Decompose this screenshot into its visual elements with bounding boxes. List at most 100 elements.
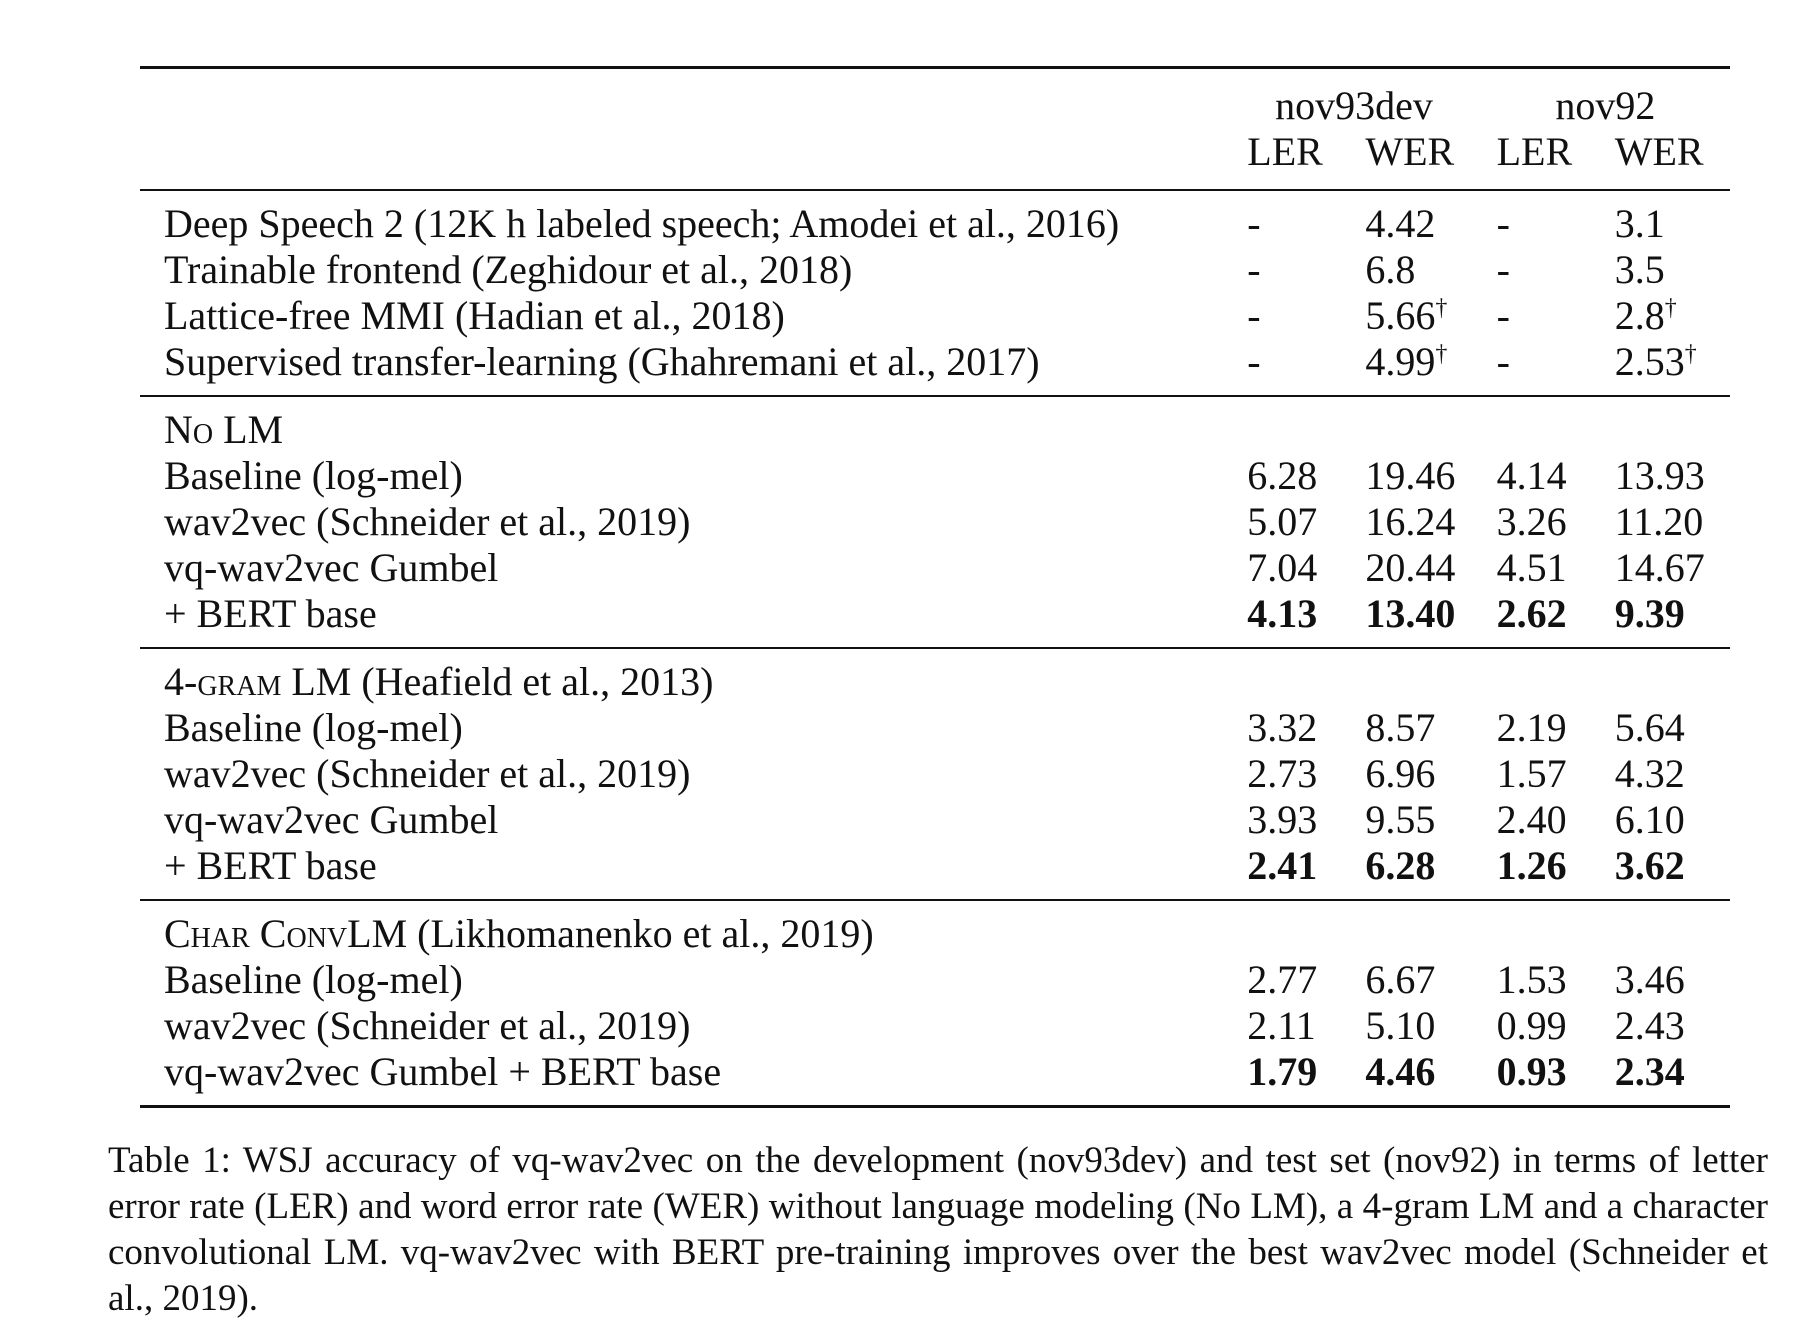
cell-value: 5.66 [1365, 293, 1436, 338]
cell-wer-dev: 20.44 [1349, 545, 1480, 591]
cell-value: 2.53 [1614, 339, 1685, 384]
cell-ler-test: 0.93 [1481, 1049, 1599, 1107]
cell-ler-dev: - [1177, 293, 1349, 339]
sub-header-ler-dev: LER [1247, 129, 1323, 174]
cell-value: 2.43 [1614, 1003, 1685, 1048]
cell-value: - [1247, 293, 1261, 338]
cell-value: 6.67 [1365, 957, 1436, 1002]
cell-ler-test: 1.53 [1481, 957, 1599, 1003]
section-title: 4-gram LM (Heafield et al., 2013) [140, 648, 1730, 705]
cell-value: 3.26 [1496, 499, 1567, 544]
cell-value: 13.93 [1614, 453, 1705, 498]
cell-wer-test: 14.67 [1599, 545, 1730, 591]
cell-value: 3.93 [1247, 797, 1318, 842]
cell-value: 2.41 [1247, 843, 1318, 888]
cell-ler-dev: 3.32 [1177, 705, 1349, 751]
cell-wer-test: 2.53† [1599, 339, 1730, 396]
section-title-part: (Heafield et al., 2013) [351, 659, 714, 704]
cell-wer-dev: 5.10 [1349, 1003, 1480, 1049]
table-row: + BERT base 4.13 13.40 2.62 9.39 [140, 591, 1730, 648]
cell-wer-test: 13.93 [1599, 453, 1730, 499]
cell-value: 3.62 [1614, 843, 1685, 888]
cell-ler-dev: 3.93 [1177, 797, 1349, 843]
cell-value: 2.73 [1247, 751, 1318, 796]
cell-value: 4.32 [1614, 751, 1685, 796]
cell-value: 5.10 [1365, 1003, 1436, 1048]
cell-ler-test: 1.26 [1481, 843, 1599, 900]
section-title: Char ConvLM (Likhomanenko et al., 2019) [140, 900, 1730, 957]
cell-value: 2.62 [1496, 591, 1567, 636]
row-label: vq-wav2vec Gumbel [164, 545, 499, 590]
cell-wer-test: 2.34 [1599, 1049, 1730, 1107]
cell-wer-dev: 16.24 [1349, 499, 1480, 545]
cell-value: 1.79 [1247, 1049, 1318, 1094]
cell-ler-dev: 7.04 [1177, 545, 1349, 591]
cell-value: 1.26 [1496, 843, 1567, 888]
cell-value: - [1496, 201, 1510, 246]
cell-wer-dev: 19.46 [1349, 453, 1480, 499]
cell-ler-dev: - [1177, 339, 1349, 396]
cell-wer-test: 5.64 [1599, 705, 1730, 751]
cell-ler-test: 1.57 [1481, 751, 1599, 797]
group-header-nov92: nov92 [1555, 83, 1656, 128]
dagger-mark: † [1664, 295, 1677, 321]
cell-wer-test: 3.62 [1599, 843, 1730, 900]
cell-wer-dev: 6.28 [1349, 843, 1480, 900]
row-label: Trainable frontend (Zeghidour et al., 20… [164, 247, 853, 292]
cell-value: 3.5 [1614, 247, 1665, 292]
cell-ler-dev: 2.73 [1177, 751, 1349, 797]
cell-value: 4.13 [1247, 591, 1318, 636]
dagger-mark: † [1435, 295, 1448, 321]
table-row: Trainable frontend (Zeghidour et al., 20… [140, 247, 1730, 293]
cell-value: - [1247, 201, 1261, 246]
cell-value: 2.40 [1496, 797, 1567, 842]
cell-ler-test: 2.19 [1481, 705, 1599, 751]
cell-wer-test: 9.39 [1599, 591, 1730, 648]
cell-value: 6.10 [1614, 797, 1685, 842]
cell-value: - [1247, 339, 1261, 384]
results-table-body: nov93dev nov92 LER WER LER WER Deep Spee… [140, 67, 1730, 1107]
results-table: nov93dev nov92 LER WER LER WER Deep Spee… [140, 66, 1730, 1108]
cell-wer-test: 2.8† [1599, 293, 1730, 339]
cell-value: - [1247, 247, 1261, 292]
row-label: + BERT base [164, 843, 377, 888]
row-label: wav2vec (Schneider et al., 2019) [164, 751, 691, 796]
cell-wer-dev: 4.42 [1349, 190, 1480, 247]
header-spacer [140, 129, 1177, 190]
section-title-part: Char ConvLM [164, 911, 408, 956]
cell-value: - [1496, 339, 1510, 384]
cell-value: 6.96 [1365, 751, 1436, 796]
dagger-mark: † [1435, 341, 1448, 367]
cell-ler-test: 0.99 [1481, 1003, 1599, 1049]
cell-wer-test: 6.10 [1599, 797, 1730, 843]
row-label: wav2vec (Schneider et al., 2019) [164, 1003, 691, 1048]
cell-ler-dev: - [1177, 247, 1349, 293]
cell-value: 2.8 [1614, 293, 1665, 338]
row-label: Deep Speech 2 (12K h labeled speech; Amo… [164, 201, 1120, 246]
cell-value: 4.14 [1496, 453, 1567, 498]
table-row: Baseline (log-mel) 3.32 8.57 2.19 5.64 [140, 705, 1730, 751]
cell-wer-dev: 9.55 [1349, 797, 1480, 843]
section-title-part: 4-gram LM [164, 659, 352, 704]
table-row: vq-wav2vec Gumbel 7.04 20.44 4.51 14.67 [140, 545, 1730, 591]
section-title-part: No LM [164, 407, 284, 452]
cell-ler-test: - [1481, 247, 1599, 293]
cell-value: 1.53 [1496, 957, 1567, 1002]
cell-wer-dev: 6.67 [1349, 957, 1480, 1003]
sub-header-wer-dev: WER [1365, 129, 1455, 174]
cell-value: 19.46 [1365, 453, 1456, 498]
cell-ler-dev: 4.13 [1177, 591, 1349, 648]
group-header-nov93dev: nov93dev [1275, 83, 1433, 128]
cell-wer-dev: 6.96 [1349, 751, 1480, 797]
cell-ler-test: 4.14 [1481, 453, 1599, 499]
cell-value: 9.55 [1365, 797, 1436, 842]
table-caption: Table 1: WSJ accuracy of vq-wav2vec on t… [108, 1140, 1768, 1319]
cell-value: 11.20 [1614, 499, 1704, 544]
table-row: Baseline (log-mel) 2.77 6.67 1.53 3.46 [140, 957, 1730, 1003]
row-label: wav2vec (Schneider et al., 2019) [164, 499, 691, 544]
row-label: vq-wav2vec Gumbel [164, 797, 499, 842]
row-label: Lattice-free MMI (Hadian et al., 2018) [164, 293, 785, 338]
cell-value: 13.40 [1365, 591, 1456, 636]
cell-ler-test: 2.62 [1481, 591, 1599, 648]
cell-value: 5.07 [1247, 499, 1318, 544]
